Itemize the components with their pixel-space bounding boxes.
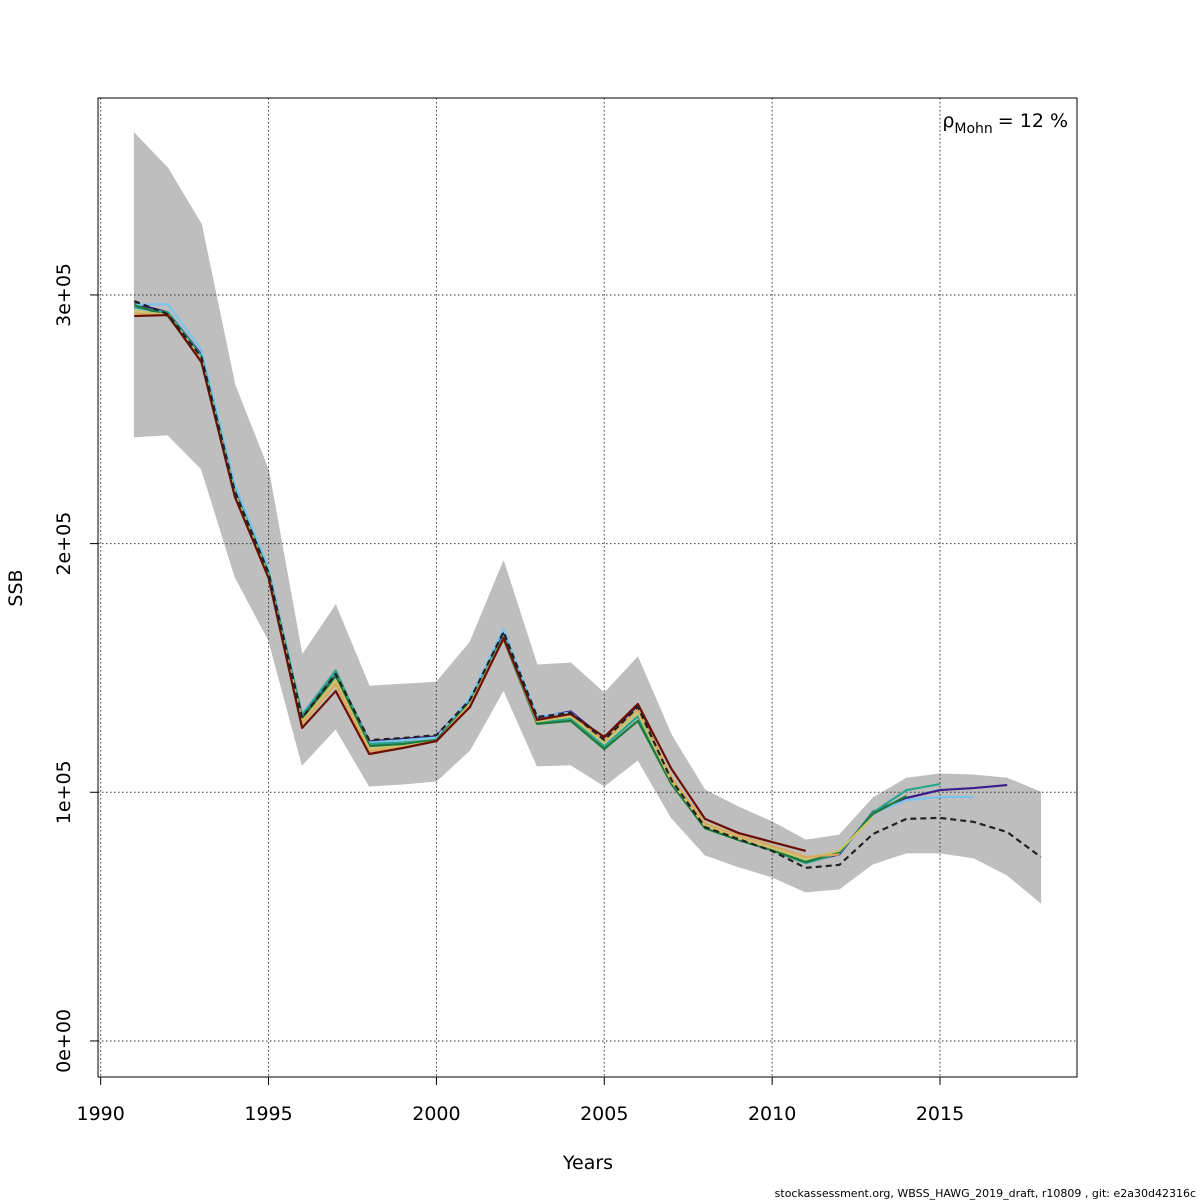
annotation-text: = 12 %: [998, 110, 1068, 132]
confidence-band: [838, 796, 874, 890]
annotation-symbol: ρ: [942, 110, 954, 132]
series-line: [134, 313, 807, 853]
y-tick-label: 2e+05: [53, 512, 75, 576]
y-tick-label: 1e+05: [53, 760, 75, 824]
y-axis-label: SSB: [5, 569, 27, 606]
confidence-band: [268, 469, 303, 766]
confidence-band: [201, 223, 236, 578]
confidence-band: [503, 560, 538, 767]
confidence-band: [402, 681, 437, 785]
confidence-band: [368, 683, 404, 787]
x-tick-label: 1995: [244, 1103, 292, 1125]
x-tick-label: 2005: [580, 1103, 628, 1125]
footer: stockassessment.org, WBSS_HAWG_2019_draf…: [775, 1187, 1196, 1200]
series-line: [133, 300, 1042, 869]
confidence-band: [973, 774, 1008, 876]
x-tick-label: 2000: [412, 1103, 460, 1125]
x-tick-label: 2015: [916, 1103, 964, 1125]
annotation-subscript: Mohn: [954, 121, 992, 137]
x-tick-label: 2010: [748, 1103, 796, 1125]
y-tick-label: 0e+00: [53, 1009, 75, 1073]
confidence-band: [469, 560, 504, 752]
confidence-band: [234, 384, 269, 641]
annotation: ρMohn = 12 %: [942, 110, 1068, 137]
plot-frame: [97, 97, 1078, 1078]
x-tick-label: 1990: [77, 1103, 125, 1125]
confidence-band: [939, 773, 974, 859]
y-tick-label: 3e+05: [53, 263, 75, 327]
confidence-band: [805, 834, 840, 893]
confidence-band: [133, 132, 169, 438]
x-axis-label: Years: [562, 1152, 613, 1174]
confidence-band: [1006, 777, 1042, 904]
